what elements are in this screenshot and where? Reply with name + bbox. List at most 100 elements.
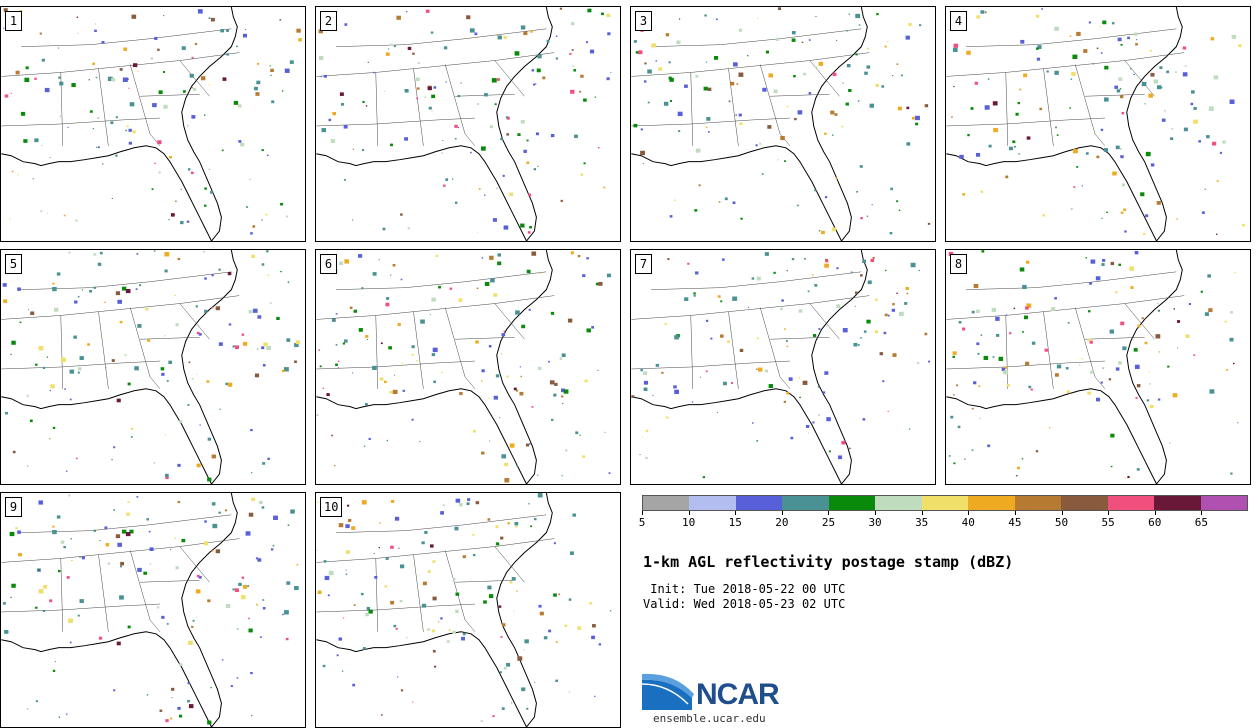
reflectivity-cell: [94, 29, 97, 32]
reflectivity-cell: [248, 617, 250, 620]
reflectivity-cell: [501, 623, 506, 627]
reflectivity-cell: [266, 250, 269, 253]
reflectivity-cell: [506, 662, 511, 667]
reflectivity-cell: [389, 390, 393, 394]
reflectivity-cell: [1213, 75, 1219, 80]
reflectivity-cell: [1085, 152, 1089, 155]
member-number-label: 2: [320, 11, 337, 31]
ensemble-member-panel-1[interactable]: 1: [0, 6, 306, 242]
member-number-label: 8: [950, 254, 967, 274]
reflectivity-cell: [553, 593, 557, 597]
reflectivity-cell: [664, 323, 667, 325]
reflectivity-cell: [796, 204, 799, 207]
ensemble-member-panel-8[interactable]: 8: [945, 249, 1251, 485]
reflectivity-cell: [328, 118, 332, 122]
reflectivity-cell: [211, 306, 214, 309]
reflectivity-cell: [1149, 404, 1154, 409]
reflectivity-cell: [89, 289, 93, 293]
state-border: [946, 117, 1105, 127]
ensemble-member-panel-10[interactable]: 10: [315, 492, 621, 728]
reflectivity-cell: [425, 9, 430, 13]
reflectivity-cell: [232, 588, 235, 591]
reflectivity-cell: [434, 665, 437, 668]
ensemble-member-panel-3[interactable]: 3: [630, 6, 936, 242]
reflectivity-cell: [655, 363, 659, 367]
reflectivity-cell: [457, 94, 461, 98]
ncar-logo[interactable]: NCAR ensemble.ucar.edu: [642, 672, 802, 728]
reflectivity-cell: [195, 305, 198, 308]
reflectivity-cell: [645, 456, 648, 460]
reflectivity-cell: [506, 116, 510, 120]
reflectivity-cell: [131, 14, 137, 19]
reflectivity-cell: [567, 318, 573, 323]
reflectivity-cell: [105, 543, 110, 547]
state-border: [1085, 337, 1145, 340]
reflectivity-cell: [953, 394, 955, 396]
reflectivity-cell: [68, 618, 73, 623]
reflectivity-cell: [528, 503, 530, 505]
reflectivity-cell: [764, 369, 769, 373]
reflectivity-cell: [52, 286, 57, 292]
reflectivity-cell: [992, 356, 995, 358]
reflectivity-cell: [1141, 81, 1147, 87]
reflectivity-cell: [1099, 25, 1101, 27]
state-border: [690, 72, 694, 146]
reflectivity-cell: [591, 326, 595, 329]
reflectivity-cell: [643, 387, 648, 391]
reflectivity-cell: [149, 563, 152, 565]
ensemble-member-panel-5[interactable]: 5: [0, 249, 306, 485]
state-border: [1074, 64, 1096, 134]
reflectivity-cell: [516, 590, 518, 592]
reflectivity-cell: [607, 32, 611, 36]
reflectivity-cell: [30, 311, 35, 316]
reflectivity-cell: [261, 149, 264, 152]
reflectivity-cell: [38, 346, 44, 351]
reflectivity-cell: [606, 13, 611, 18]
ensemble-member-panel-4[interactable]: 4: [945, 6, 1251, 242]
ensemble-member-panel-7[interactable]: 7: [630, 249, 936, 485]
reflectivity-cell: [177, 463, 181, 467]
colorbar-tick-label: 50: [1054, 516, 1069, 529]
reflectivity-cell: [322, 664, 326, 668]
reflectivity-cell: [1019, 88, 1022, 91]
reflectivity-cell: [211, 274, 214, 277]
reflectivity-cell: [781, 299, 784, 302]
reflectivity-cell: [901, 74, 903, 77]
reflectivity-cell: [962, 193, 966, 196]
coastline: [631, 250, 868, 484]
state-border: [21, 28, 232, 47]
reflectivity-cell: [702, 476, 706, 479]
reflectivity-cell: [32, 178, 34, 180]
reflectivity-cell: [1122, 346, 1127, 351]
reflectivity-cell: [400, 213, 403, 216]
reflectivity-cell: [432, 347, 438, 353]
reflectivity-cell: [791, 258, 795, 261]
reflectivity-cell: [127, 625, 131, 629]
reflectivity-cell: [204, 309, 208, 313]
reflectivity-cell: [472, 533, 475, 536]
reflectivity-cell: [398, 547, 400, 549]
reflectivity-cell: [349, 306, 353, 309]
reflectivity-cell: [27, 465, 29, 467]
reflectivity-cell: [1026, 136, 1031, 140]
reflectivity-cell: [116, 398, 121, 403]
reflectivity-cell: [2, 602, 6, 605]
reflectivity-cell: [693, 292, 696, 295]
reflectivity-cell: [1230, 472, 1233, 475]
reflectivity-cell: [1073, 186, 1076, 188]
reflectivity-cell: [424, 530, 428, 534]
state-border: [336, 514, 547, 533]
reflectivity-cell: [739, 122, 743, 126]
reflectivity-cell: [1051, 307, 1056, 311]
ensemble-member-panel-6[interactable]: 6: [315, 249, 621, 485]
reflectivity-cell: [554, 382, 558, 386]
ensemble-member-panel-2[interactable]: 2: [315, 6, 621, 242]
reflectivity-cell: [210, 687, 212, 689]
member-number-label: 4: [950, 11, 967, 31]
reflectivity-cell: [995, 333, 1000, 337]
ensemble-member-panel-9[interactable]: 9: [0, 492, 306, 728]
reflectivity-cell: [719, 334, 724, 338]
reflectivity-cell: [125, 288, 131, 294]
reflectivity-cell: [767, 125, 772, 129]
reflectivity-cell: [976, 309, 980, 313]
